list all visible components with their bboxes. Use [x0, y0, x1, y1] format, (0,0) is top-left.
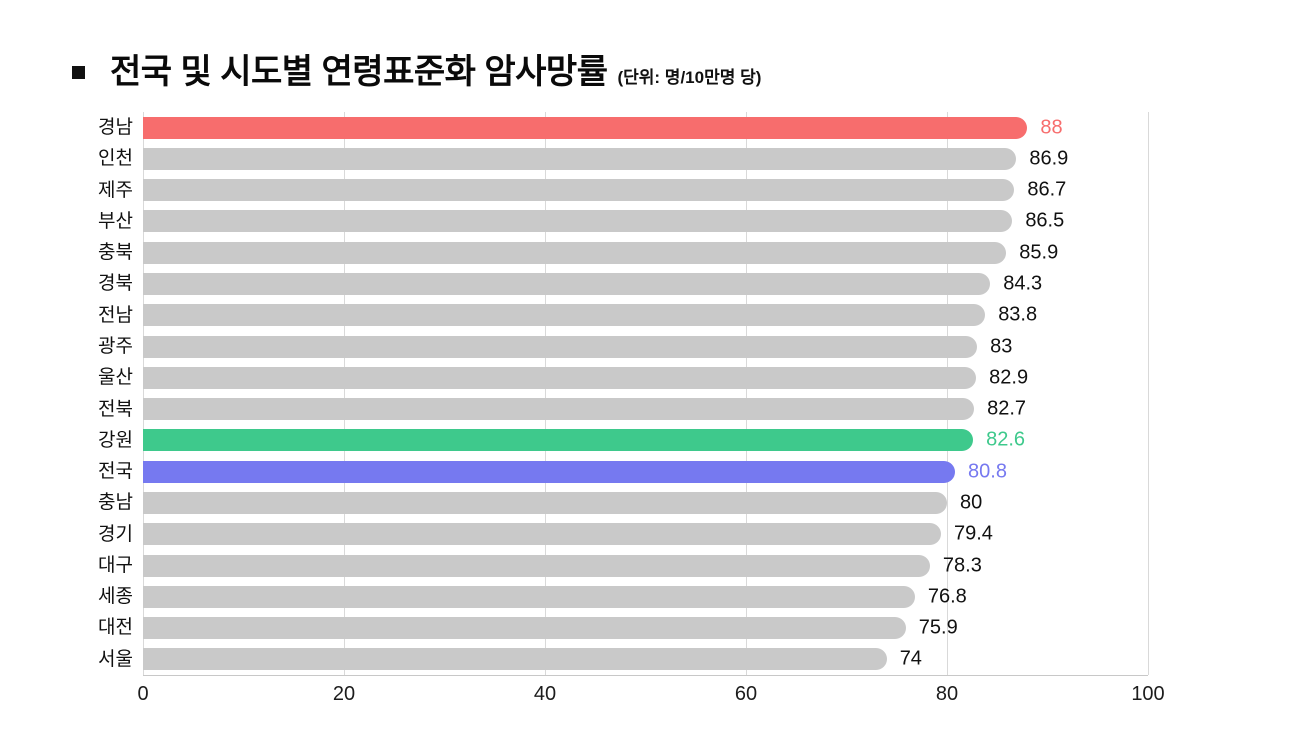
bar: [143, 116, 1028, 139]
bar-row: 78.3: [143, 550, 1148, 581]
category-label: 대구: [98, 554, 133, 576]
value-label: 80: [960, 491, 983, 514]
category-label: 강원: [98, 429, 133, 451]
category-label: 울산: [98, 367, 133, 389]
bar: [143, 147, 1017, 170]
bar-row: 82.9: [143, 362, 1148, 393]
bar-row: 75.9: [143, 612, 1148, 643]
bar: [143, 398, 975, 421]
chart-title: 전국 및 시도별 연령표준화 암사망률: [110, 53, 608, 91]
value-label: 85.9: [1019, 241, 1059, 264]
bar: [143, 241, 1007, 264]
gridline: [344, 112, 345, 675]
x-axis: 0 20 40 60 80 100: [137, 683, 1164, 713]
value-label: 82.6: [986, 428, 1026, 451]
value-label: 83.8: [998, 303, 1038, 326]
bar: [143, 179, 1015, 202]
value-label: 82.7: [987, 397, 1027, 420]
bar-row: 80.8: [143, 456, 1148, 487]
value-label: 83: [990, 335, 1013, 358]
x-tick-label: 80: [935, 683, 959, 705]
category-label: 충남: [98, 492, 133, 514]
bar-row: 84.3: [143, 268, 1148, 299]
bar-row: 85.9: [143, 237, 1148, 268]
value-label: 88: [1040, 116, 1063, 139]
value-label: 78.3: [942, 554, 982, 576]
value-label: 75.9: [918, 616, 958, 639]
x-tick-label: 20: [332, 683, 356, 705]
bar-row: 83: [143, 331, 1148, 362]
bar: [143, 429, 974, 452]
category-label: 서울: [98, 648, 133, 670]
bullet-square-icon: [72, 66, 85, 79]
value-label: 86.5: [1025, 209, 1065, 232]
bar: [143, 460, 956, 483]
value-label: 86.9: [1029, 147, 1069, 170]
bar: [143, 210, 1013, 233]
value-label: 76.8: [927, 585, 967, 608]
bar: [143, 366, 977, 389]
bar-row: 74: [143, 644, 1148, 675]
bar-row: 86.7: [143, 175, 1148, 206]
bar: [143, 648, 887, 671]
x-tick-label: 40: [533, 683, 557, 705]
category-label: 경남: [98, 117, 133, 138]
category-label: 경북: [98, 273, 133, 295]
bar-row: 79.4: [143, 519, 1148, 550]
bar: [143, 304, 986, 327]
value-label: 79.4: [953, 522, 993, 545]
gridline: [1148, 112, 1149, 675]
category-label: 세종: [98, 586, 133, 608]
category-label: 전북: [98, 398, 133, 420]
category-label: 광주: [98, 335, 133, 357]
gridline: [545, 112, 546, 675]
gridline: [746, 112, 747, 675]
category-label: 제주: [98, 179, 133, 201]
plot-area: 88 86.9 86.7 86.5 85.9 84.3 83.8 83 82.9 82.7 82.6…: [143, 112, 1149, 676]
bar: [143, 491, 947, 514]
unit-label: (단위: 명/10만명 당): [617, 68, 762, 87]
category-label: 경기: [98, 523, 133, 545]
bar-row: 86.9: [143, 143, 1148, 174]
value-label: 86.7: [1027, 178, 1067, 201]
value-label: 80.8: [968, 460, 1007, 483]
bar-row: 76.8: [143, 581, 1148, 612]
x-tick-label: 60: [734, 683, 758, 705]
bar-row: 82.6: [143, 425, 1148, 456]
category-label: 전남: [98, 304, 133, 326]
value-label: 82.9: [989, 366, 1029, 389]
bar-row: 88: [143, 112, 1148, 143]
category-label: 대전: [98, 617, 133, 639]
value-label: 74: [899, 647, 922, 670]
value-label: 84.3: [1003, 272, 1043, 295]
category-label: 충북: [98, 242, 133, 264]
x-tick-label: 100: [1131, 683, 1165, 705]
bar-row: 86.5: [143, 206, 1148, 237]
bar-row: 80: [143, 487, 1148, 518]
x-tick-label: 0: [137, 683, 149, 705]
bar: [143, 523, 941, 546]
bar: [143, 335, 978, 358]
bar: [143, 617, 906, 640]
category-label: 전국: [98, 461, 133, 483]
category-label: 부산: [98, 210, 133, 232]
bar-row: 82.7: [143, 394, 1148, 425]
bar-row: 83.8: [143, 300, 1148, 331]
bar: [143, 554, 930, 577]
y-axis-line: [143, 112, 144, 675]
chart-header: 전국 및 시도별 연령표준화 암사망률 (단위: 명/10만명 당): [110, 44, 761, 93]
category-label: 인천: [98, 148, 133, 170]
gridline: [947, 112, 948, 675]
bar: [143, 273, 991, 295]
bar: [143, 585, 915, 608]
